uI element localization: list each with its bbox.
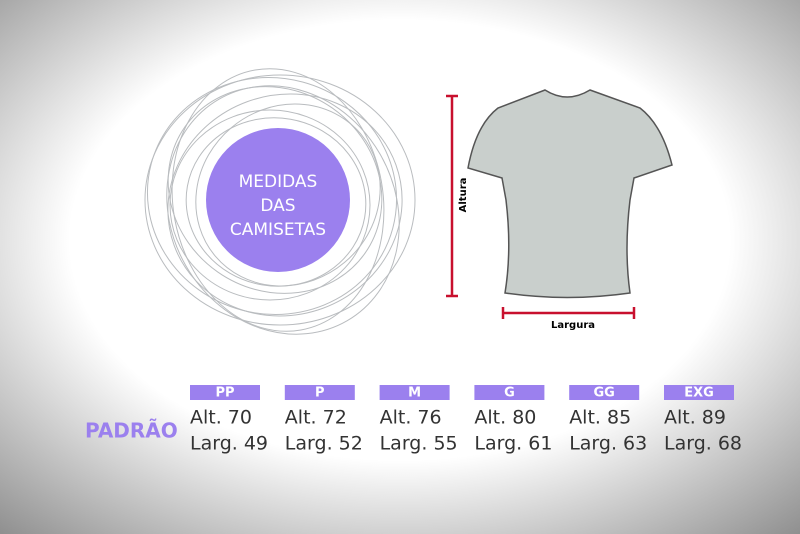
size-badge — [379, 385, 450, 400]
circle-scribble — [144, 68, 416, 335]
size-width: Larg. 52 — [285, 433, 363, 455]
size-table: PP Alt. 70 Larg. 49 P Alt. 72 Larg. 52 M Alt. 7… — [190, 385, 742, 455]
size-height: Alt. 70 — [190, 407, 252, 429]
title-circle — [206, 128, 350, 272]
size-badge — [664, 385, 734, 400]
size-width: Larg. 68 — [664, 433, 742, 455]
size-width: Larg. 61 — [474, 433, 552, 455]
title-line: DAS — [260, 196, 295, 216]
size-badge — [284, 385, 355, 400]
size-label: PP — [215, 386, 234, 401]
size-width: Larg. 49 — [190, 433, 268, 455]
shirt — [467, 89, 673, 299]
size-height: Alt. 80 — [474, 407, 536, 429]
size-badge — [190, 385, 260, 400]
size-label: EXG — [684, 386, 714, 401]
size-height: Alt. 89 — [664, 407, 726, 429]
height-label: Altura — [458, 178, 469, 213]
row-label: PADRÃO — [85, 419, 178, 443]
size-width: Larg. 63 — [569, 433, 647, 455]
size-width: Larg. 55 — [380, 433, 458, 455]
size-height: Alt. 85 — [569, 407, 631, 429]
size-badge — [474, 385, 545, 400]
size-label: P — [315, 386, 325, 401]
size-label: GG — [594, 386, 615, 401]
size-label: M — [408, 386, 421, 401]
height-dimension — [446, 94, 458, 298]
size-badge — [569, 385, 640, 400]
title: MEDIDAS DAS CAMISETAS — [230, 172, 326, 240]
size-height: Alt. 76 — [380, 407, 442, 429]
width-label: Largura — [551, 320, 595, 331]
title-line: CAMISETAS — [230, 220, 326, 240]
title-line: MEDIDAS — [239, 172, 318, 192]
size-height: Alt. 72 — [285, 407, 347, 429]
size-label: G — [504, 386, 515, 401]
width-dimension — [501, 307, 636, 319]
